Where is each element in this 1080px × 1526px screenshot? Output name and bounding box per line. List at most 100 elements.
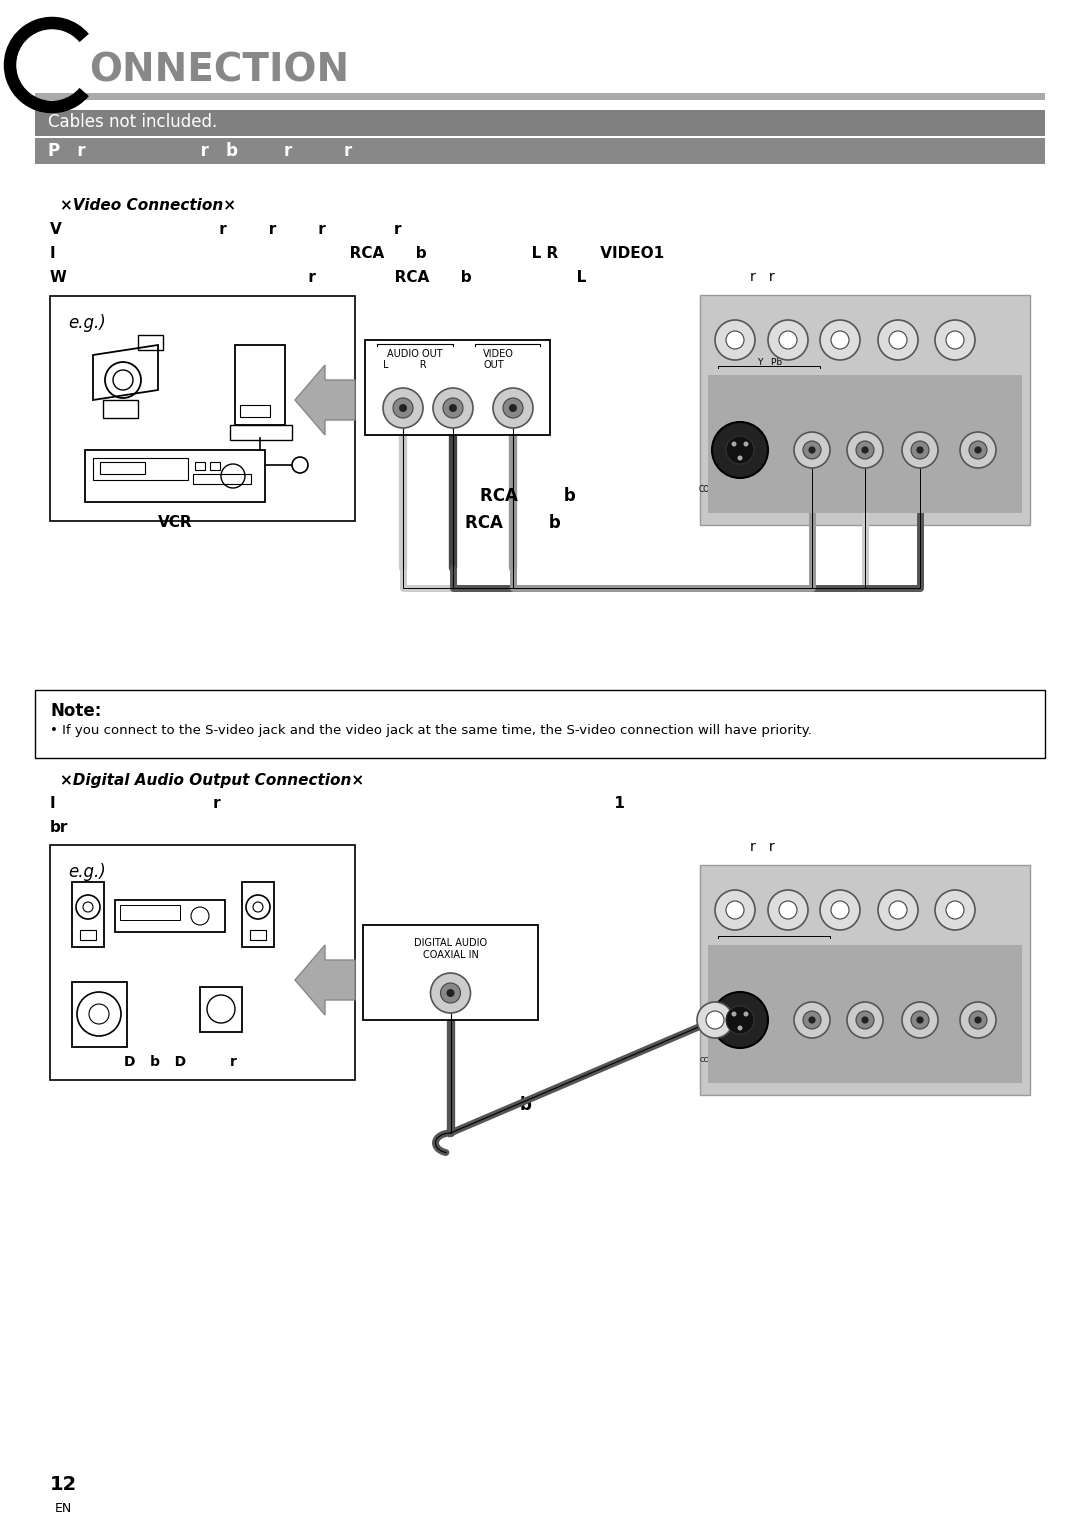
Bar: [72, 983, 127, 1047]
Bar: [80, 929, 96, 940]
Circle shape: [889, 331, 907, 349]
Text: D   b   D         r: D b D r: [123, 1054, 237, 1070]
Circle shape: [917, 1016, 923, 1024]
Text: AUDIO OUT: AUDIO OUT: [387, 349, 443, 359]
Circle shape: [712, 423, 768, 478]
Circle shape: [902, 1003, 939, 1038]
Circle shape: [509, 404, 517, 412]
Bar: [700, 295, 1030, 525]
Text: br: br: [50, 821, 68, 836]
Circle shape: [726, 1006, 754, 1035]
Bar: [193, 475, 251, 484]
Circle shape: [912, 1012, 929, 1029]
Circle shape: [726, 331, 744, 349]
Circle shape: [768, 320, 808, 360]
Bar: [35, 690, 1045, 758]
Circle shape: [393, 398, 413, 418]
Bar: [35, 108, 1045, 136]
Circle shape: [779, 900, 797, 919]
Circle shape: [726, 436, 754, 464]
Bar: [138, 336, 163, 349]
Circle shape: [743, 1012, 748, 1016]
Text: 12: 12: [50, 1476, 78, 1494]
Circle shape: [809, 1016, 815, 1024]
Bar: [708, 945, 1022, 1083]
Circle shape: [969, 441, 987, 459]
Circle shape: [902, 432, 939, 468]
Text: COMPONENT: COMPONENT: [745, 375, 795, 385]
Text: VCR: VCR: [158, 514, 192, 530]
Circle shape: [731, 1012, 737, 1016]
Text: W                                              r               RCA      b       : W r RCA b: [50, 270, 586, 284]
Bar: [242, 882, 274, 948]
Circle shape: [433, 388, 473, 427]
Circle shape: [809, 447, 815, 453]
Bar: [85, 450, 265, 502]
Bar: [249, 929, 266, 940]
Circle shape: [820, 320, 860, 360]
Text: AUDIO: AUDIO: [919, 1058, 942, 1064]
Circle shape: [878, 890, 918, 929]
Circle shape: [856, 441, 874, 459]
Circle shape: [862, 447, 868, 453]
Bar: [35, 137, 1045, 163]
Circle shape: [443, 398, 463, 418]
Bar: [114, 900, 225, 932]
Circle shape: [492, 388, 534, 427]
Bar: [35, 108, 1045, 110]
Text: VIDEO 1: VIDEO 1: [855, 1058, 885, 1064]
Text: V                              r        r        r             r: V r r r r: [50, 221, 402, 237]
Text: • If you connect to the S-video jack and the video jack at the same time, the S-: • If you connect to the S-video jack and…: [50, 723, 812, 737]
Text: AUDIO: AUDIO: [863, 485, 888, 494]
Text: r   r: r r: [750, 839, 774, 855]
Circle shape: [706, 1012, 724, 1029]
Polygon shape: [295, 945, 355, 1015]
Circle shape: [946, 900, 964, 919]
Bar: [120, 905, 180, 920]
Circle shape: [383, 388, 423, 427]
Bar: [235, 345, 285, 426]
Text: VIDEO 2: VIDEO 2: [860, 945, 891, 954]
Text: EN: EN: [55, 1502, 72, 1514]
Circle shape: [715, 320, 755, 360]
Text: ×Digital Audio Output Connection×: ×Digital Audio Output Connection×: [60, 772, 364, 787]
Bar: [363, 925, 538, 1019]
Text: I                              r                                                : I r: [50, 797, 625, 812]
Circle shape: [935, 320, 975, 360]
Circle shape: [441, 983, 460, 1003]
Bar: [50, 845, 355, 1080]
Text: COMPONENT: COMPONENT: [751, 945, 799, 954]
Circle shape: [917, 447, 923, 453]
Circle shape: [768, 890, 808, 929]
Circle shape: [878, 320, 918, 360]
Bar: [35, 93, 1045, 101]
Circle shape: [847, 432, 883, 468]
Text: VIDEO: VIDEO: [483, 349, 514, 359]
Circle shape: [804, 1012, 821, 1029]
Circle shape: [960, 432, 996, 468]
Text: b: b: [519, 1096, 531, 1114]
Bar: [103, 400, 138, 418]
Bar: [195, 462, 205, 470]
Circle shape: [503, 398, 523, 418]
Circle shape: [292, 456, 308, 473]
Bar: [50, 296, 355, 520]
Text: VIDEO: VIDEO: [806, 485, 831, 494]
Text: Note:: Note:: [50, 702, 102, 720]
Circle shape: [804, 441, 821, 459]
Bar: [230, 426, 292, 439]
Circle shape: [726, 900, 744, 919]
Bar: [700, 865, 1030, 1096]
Text: COAXIAL: COAXIAL: [700, 1058, 730, 1064]
Text: ×Video Connection×: ×Video Connection×: [60, 197, 237, 212]
Text: S-VIDEO: S-VIDEO: [751, 1058, 779, 1064]
Circle shape: [449, 404, 457, 412]
Bar: [200, 987, 242, 1032]
Polygon shape: [295, 365, 355, 435]
Bar: [93, 458, 188, 481]
Text: Y   Pb: Y Pb: [757, 359, 783, 366]
Circle shape: [743, 441, 748, 447]
Circle shape: [960, 1003, 996, 1038]
Circle shape: [862, 1016, 868, 1024]
Text: e.g.): e.g.): [68, 864, 106, 881]
